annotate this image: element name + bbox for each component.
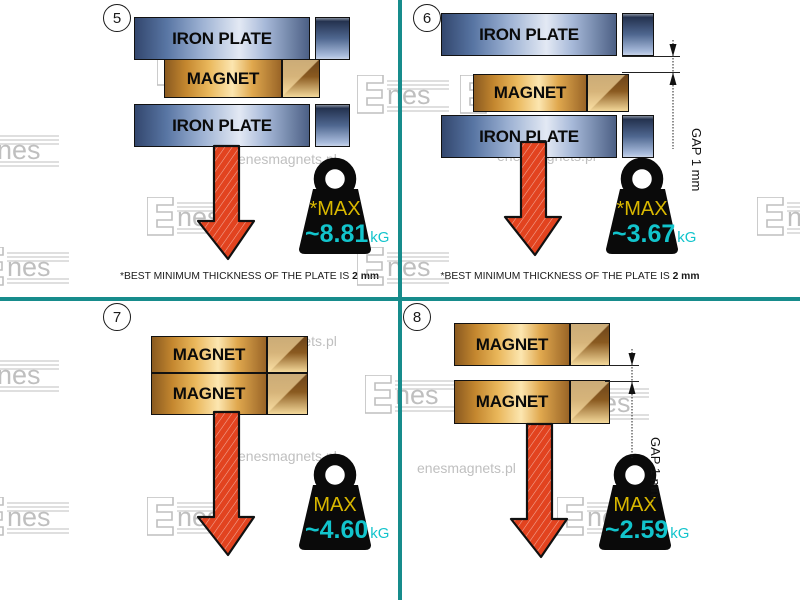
svg-text:MAX: MAX <box>313 494 356 516</box>
svg-text:*MAX: *MAX <box>309 198 360 220</box>
svg-text:*MAX: *MAX <box>616 198 667 220</box>
